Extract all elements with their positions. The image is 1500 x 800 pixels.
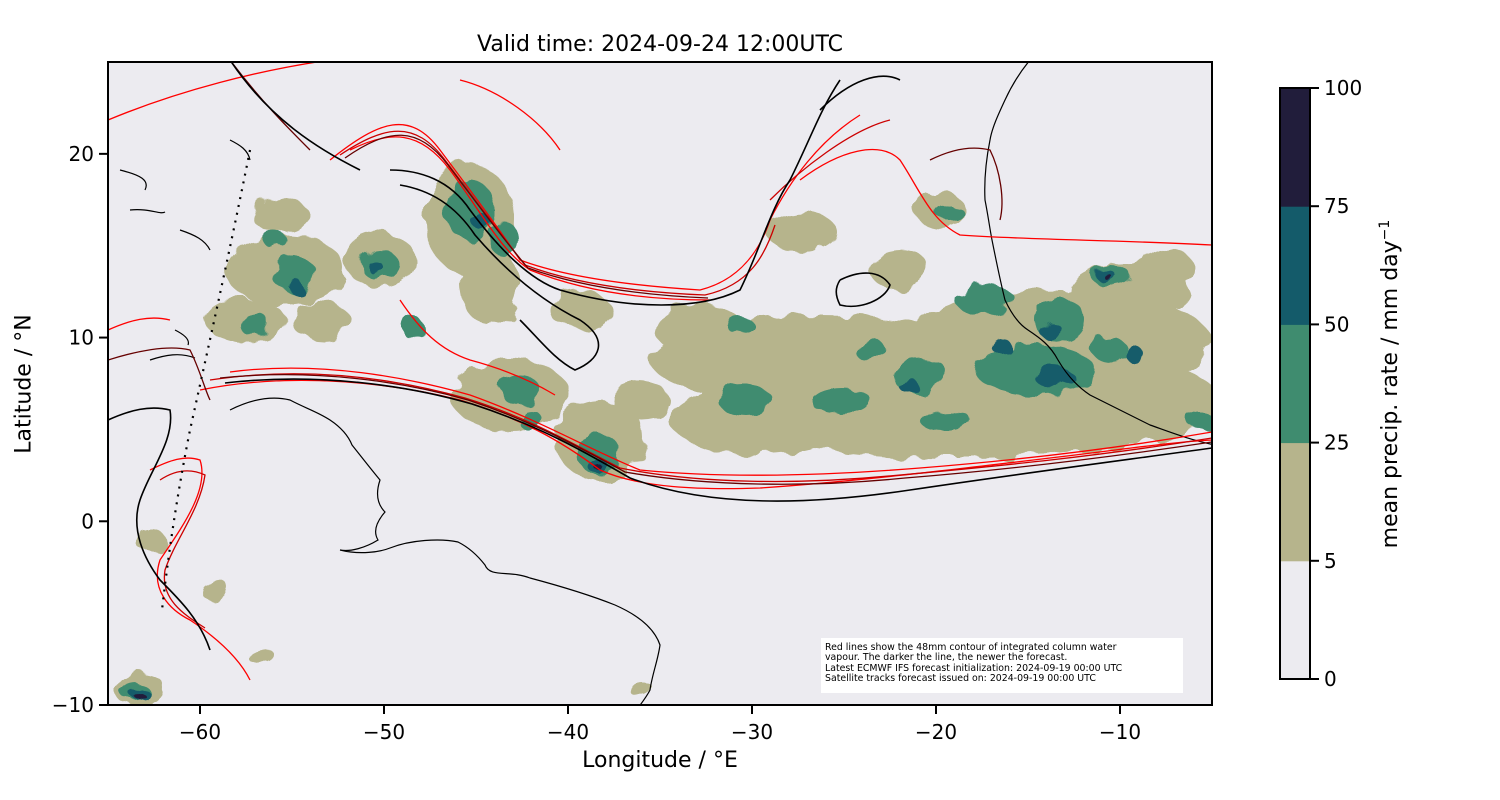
colorbar-label-exponent: −1 xyxy=(1376,219,1393,241)
x-tick-label: −10 xyxy=(1099,720,1141,744)
colorbar-segment xyxy=(1280,88,1310,207)
y-tick-label: 20 xyxy=(69,142,94,166)
coastline-north-africa xyxy=(984,62,1212,445)
annotation-line: Latest ECMWF IFS forecast initialization… xyxy=(825,662,1123,674)
map-title: Valid time: 2024-09-24 12:00UTC xyxy=(477,32,843,57)
colorbar-tick-label: 50 xyxy=(1324,312,1349,336)
colorbar-segment xyxy=(1280,442,1310,562)
colorbar-tick-label: 0 xyxy=(1324,667,1337,691)
colorbar-label: mean precip. rate / mm day−1 xyxy=(1377,220,1403,549)
map-axis-ticks: −60 −50 −40 −30 −20 −10 20 10 0 −10 xyxy=(52,142,1141,744)
y-tick-label: 10 xyxy=(69,326,94,350)
colorbar-segment xyxy=(1280,206,1310,325)
colorbar-segment xyxy=(1280,560,1310,680)
precip-band-max xyxy=(135,273,1111,700)
colorbar-tick-label: 75 xyxy=(1324,194,1349,218)
colorbar-segments xyxy=(1280,88,1310,680)
annotation-line: vapour. The darker the line, the newer t… xyxy=(825,652,1068,664)
y-tick-label: 0 xyxy=(81,509,94,533)
x-tick-label: −20 xyxy=(915,720,957,744)
x-tick-label: −50 xyxy=(363,720,405,744)
annotation-box: Red lines show the 48mm contour of integ… xyxy=(821,638,1183,693)
x-axis-label: Longitude / °E xyxy=(582,748,738,773)
colorbar-tick-label: 5 xyxy=(1324,549,1337,573)
coastlines xyxy=(119,62,1212,705)
precip-band-low xyxy=(115,165,1212,705)
precipitation-field xyxy=(115,165,1212,705)
colorbar-label-text: mean precip. rate / mm day xyxy=(1378,240,1404,549)
map-panel: −60 −50 −40 −30 −20 −10 20 10 0 −10 xyxy=(52,61,1213,744)
map-frame xyxy=(107,61,1213,706)
contour-set-latest xyxy=(108,62,1212,651)
x-tick-label: −30 xyxy=(731,720,773,744)
colorbar-tick-label: 25 xyxy=(1324,431,1349,455)
x-tick-label: −40 xyxy=(547,720,589,744)
colorbar-ticks: 0 5 25 50 75 100 xyxy=(1310,76,1362,691)
coastline-caribbean xyxy=(119,139,251,361)
colorbar-segment xyxy=(1280,324,1310,444)
colorbar-tick-label: 100 xyxy=(1324,76,1362,100)
colorbar: 0 5 25 50 75 100 xyxy=(1279,76,1362,691)
water-vapour-contours xyxy=(108,62,1212,681)
annotation-line: Red lines show the 48mm contour of integ… xyxy=(825,642,1117,653)
y-axis-label: Latitude / °N xyxy=(11,314,37,454)
x-tick-label: −60 xyxy=(179,720,221,744)
y-tick-label: −10 xyxy=(52,693,94,717)
contour-set-oldest xyxy=(108,62,1212,681)
annotation-line: Satellite tracks forecast issued on: 202… xyxy=(825,673,1096,685)
colorbar-frame xyxy=(1279,87,1311,680)
coastline-south-america xyxy=(229,397,661,705)
